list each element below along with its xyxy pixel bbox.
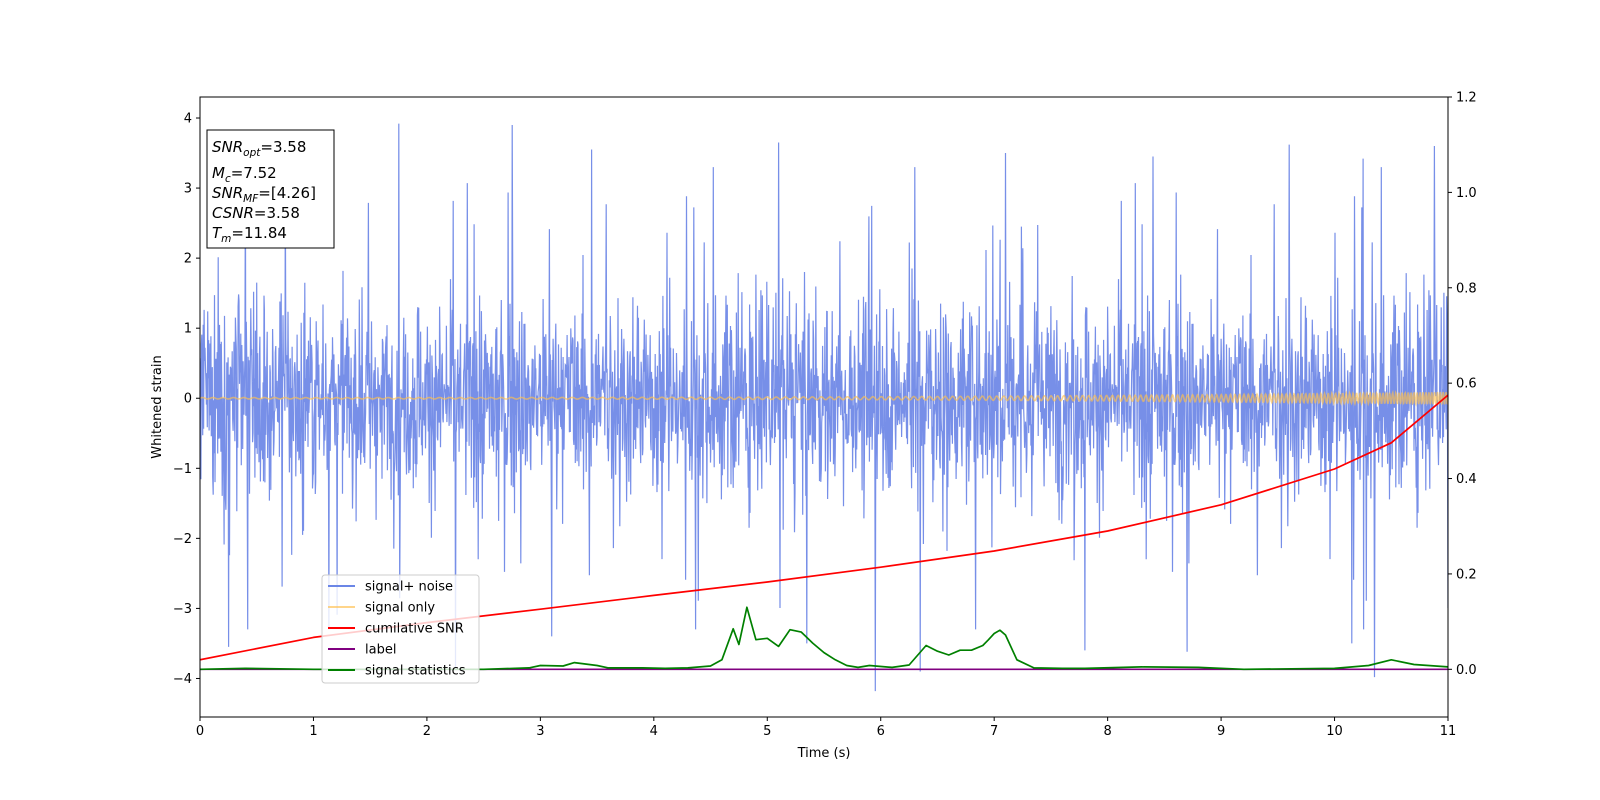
x-axis-label: Time (s)	[797, 746, 851, 761]
legend-label: signal statistics	[365, 664, 466, 679]
y-right-tick-label: 1.2	[1456, 91, 1477, 106]
legend-entry: signal statistics	[328, 664, 466, 679]
annotation-snr-opt: SNRopt=3.58	[212, 138, 306, 159]
y-right-tick-label: 0.0	[1456, 663, 1477, 678]
x-tick-label: 11	[1440, 724, 1457, 739]
y-left-tick-label: 1	[184, 322, 192, 337]
legend-label: signal only	[365, 601, 435, 616]
series-signal-noise-line	[200, 123, 1448, 692]
x-tick-label: 7	[990, 724, 998, 739]
y-right-tick-label: 0.6	[1456, 377, 1477, 392]
legend-label: label	[365, 643, 396, 658]
annotation-tm: Tm=11.84	[212, 224, 287, 245]
annotation-box	[206, 129, 335, 249]
x-tick-label: 5	[763, 724, 771, 739]
annotation-csnr: CSNR=3.58	[212, 204, 300, 222]
legend-entry: signal+ noise	[328, 580, 453, 595]
y-left-tick-label: −4	[173, 672, 192, 687]
x-tick-label: 2	[423, 724, 431, 739]
legend-entry: cumilative SNR	[328, 622, 464, 637]
x-tick-label: 3	[536, 724, 544, 739]
annotation-mc: Mc=7.52	[212, 164, 277, 185]
annotation-snr-mf: SNRMF=[4.26]	[212, 184, 316, 205]
y-axis-label: Whitened strain	[150, 355, 165, 458]
y-axis-right: 0.0 0.2 0.4 0.6 0.8 1.0 1.2	[1448, 91, 1477, 678]
x-tick-label: 10	[1326, 724, 1343, 739]
y-left-tick-label: −3	[173, 602, 192, 617]
y-left-tick-label: 0	[184, 392, 192, 407]
legend-label: signal+ noise	[365, 580, 453, 595]
legend-label: cumilative SNR	[365, 622, 464, 637]
y-left-tick-label: −2	[173, 532, 192, 547]
legend: signal+ noise signal only cumilative SNR la…	[321, 574, 480, 684]
y-left-tick-label: 2	[184, 252, 192, 267]
series-signal-statistics-line	[200, 606, 1448, 671]
x-tick-label: 9	[1217, 724, 1225, 739]
legend-entry: label	[328, 643, 396, 658]
x-tick-label: 6	[877, 724, 885, 739]
legend-entry: signal only	[328, 601, 435, 616]
y-right-tick-label: 1.0	[1456, 186, 1477, 201]
series-signal-only-line	[200, 389, 1448, 407]
y-left-tick-label: −1	[173, 462, 192, 477]
x-tick-label: 0	[196, 724, 204, 739]
legend-box	[321, 574, 480, 684]
y-right-tick-label: 0.8	[1456, 281, 1477, 296]
y-right-tick-label: 0.4	[1456, 472, 1477, 487]
x-tick-label: 8	[1103, 724, 1111, 739]
x-axis: 0 1 2 3 4 5 6 7 8 9 10 11	[196, 717, 1456, 739]
axes-frame	[199, 96, 1449, 718]
y-right-tick-label: 0.2	[1456, 567, 1477, 582]
x-tick-label: 1	[309, 724, 317, 739]
y-left-tick-label: 4	[184, 112, 192, 127]
stats-annotation: SNRopt=3.58 Mc=7.52 SNRMF=[4.26] CSNR=3.…	[206, 129, 335, 249]
x-tick-label: 4	[650, 724, 658, 739]
y-left-tick-label: 3	[184, 182, 192, 197]
y-axis-left: −4 −3 −2 −1 0 1 2 3 4	[173, 112, 200, 687]
